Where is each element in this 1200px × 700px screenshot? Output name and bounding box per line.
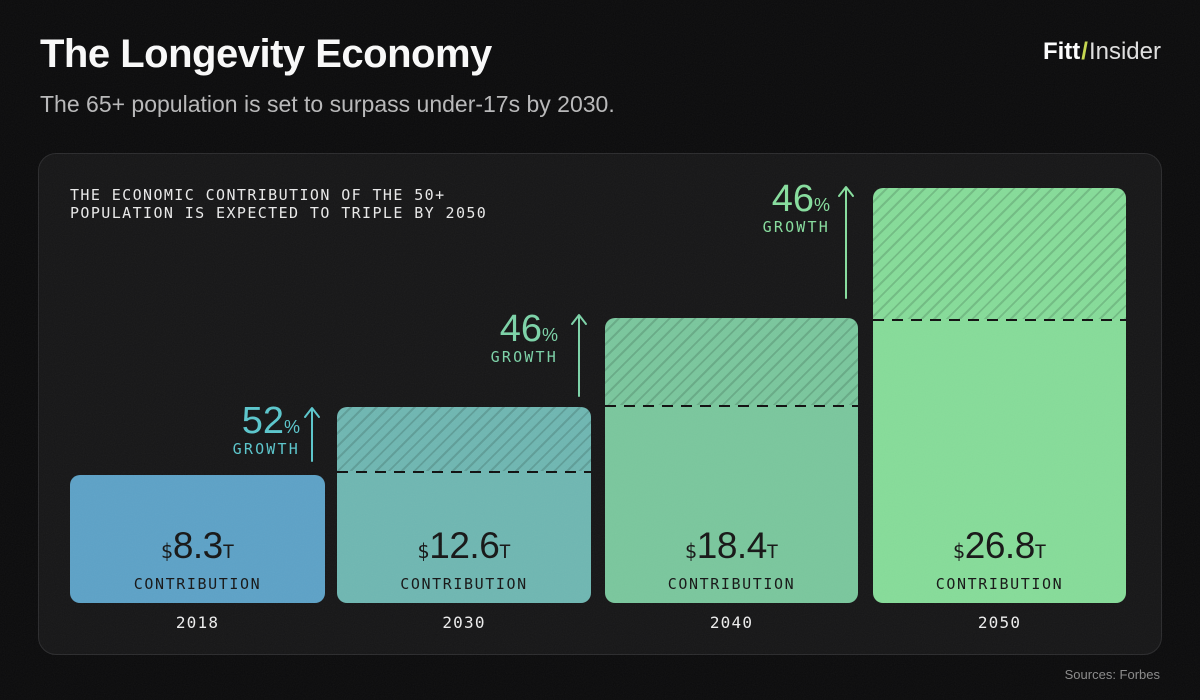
bar-2050-label: $26.8T CONTRIBUTION [873, 525, 1126, 594]
growth-annotation-46b: 46% GROWTH [762, 178, 830, 236]
bar-2050-value: $26.8T [952, 525, 1047, 566]
bar-2030-caption: CONTRIBUTION [400, 575, 528, 593]
percent-sign: % [541, 325, 558, 345]
bar-2018-label: $8.3T CONTRIBUTION [70, 525, 325, 594]
bar-2050-caption: CONTRIBUTION [935, 575, 1064, 593]
axis-label-2040: 2040 [709, 613, 754, 632]
page-subtitle: The 65+ population is set to surpass und… [40, 91, 615, 117]
growth-hatch-region [605, 318, 858, 405]
chart-caption-line-2: POPULATION IS EXPECTED TO TRIPLE BY 2050 [70, 204, 488, 222]
chart-caption-line-1: THE ECONOMIC CONTRIBUTION OF THE 50+ [70, 186, 446, 204]
percent-sign: % [813, 195, 830, 215]
source-attribution: Sources: Forbes [1064, 667, 1160, 682]
unit-symbol: T [222, 541, 235, 563]
unit-symbol: T [766, 541, 779, 563]
bar-2030-value: $12.6T [417, 525, 511, 566]
currency-symbol: $ [684, 539, 697, 563]
previous-level-dashed-line [873, 319, 1126, 321]
logo-slash-icon: / [1081, 38, 1088, 65]
percent-sign: % [283, 417, 300, 437]
up-arrow-icon [836, 184, 856, 300]
axis-label-2050: 2050 [977, 613, 1022, 632]
bar-2018-value: $8.3T [160, 525, 235, 566]
logo-suffix: Insider [1088, 38, 1161, 65]
bar-2040-value: $18.4T [684, 525, 779, 566]
previous-level-dashed-line [605, 405, 858, 407]
growth-annotation-52: 52% GROWTH [232, 400, 300, 458]
up-arrow-icon [569, 312, 589, 398]
bar-2040-label: $18.4T CONTRIBUTION [605, 525, 858, 594]
bar-2018-caption: CONTRIBUTION [133, 575, 262, 593]
growth-hatch-region [337, 407, 591, 471]
growth-hatch-region [873, 188, 1126, 319]
logo-brand: Fitt [1042, 38, 1081, 65]
bar-2030: $12.6T CONTRIBUTION [337, 407, 591, 603]
bar-2040-caption: CONTRIBUTION [667, 575, 796, 593]
currency-symbol: $ [417, 539, 430, 563]
unit-symbol: T [1034, 541, 1047, 563]
unit-symbol: T [499, 541, 511, 563]
currency-symbol: $ [160, 539, 173, 563]
up-arrow-icon [302, 405, 322, 463]
page-title: The Longevity Economy [40, 32, 492, 76]
bar-2030-label: $12.6T CONTRIBUTION [337, 525, 591, 594]
bar-2018: $8.3T CONTRIBUTION [70, 475, 325, 603]
growth-annotation-46a: 46% GROWTH [490, 308, 558, 366]
axis-label-2030: 2030 [442, 613, 486, 632]
brand-logo: Fitt/Insider [1043, 38, 1161, 66]
axis-label-2018: 2018 [175, 613, 220, 632]
bar-2040: $18.4T CONTRIBUTION [605, 318, 858, 603]
bar-2050: $26.8T CONTRIBUTION [873, 188, 1126, 603]
currency-symbol: $ [952, 539, 965, 563]
previous-level-dashed-line [337, 471, 591, 473]
